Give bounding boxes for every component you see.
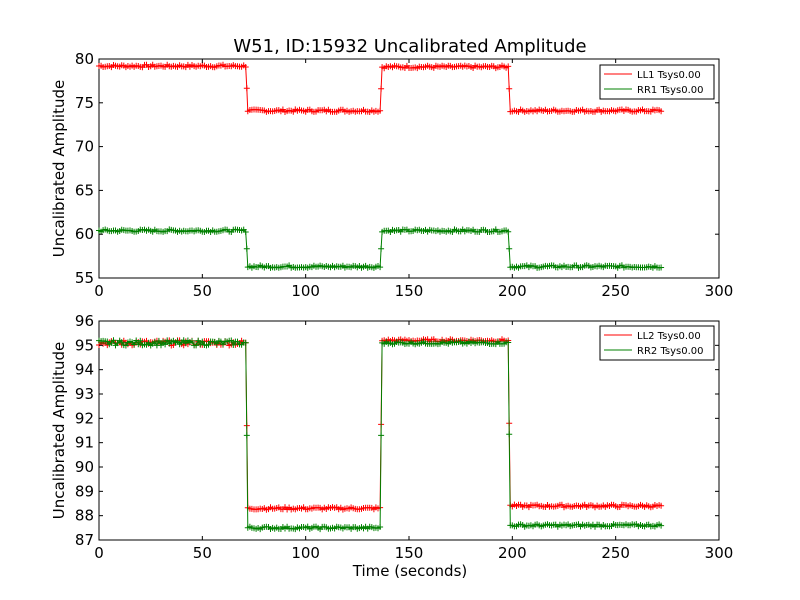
top-chart: W51, ID:15932 Uncalibrated Amplitude 0 50… [50,36,733,300]
data-point [377,107,384,114]
x-tick-label: 0 [94,282,104,300]
data-point [162,341,169,348]
data-point [243,85,250,92]
data-point [377,264,384,271]
data-point [189,338,195,345]
y-tick-label: 55 [75,269,94,287]
legend-label-rr1: RR1 Tsys0.00 [637,85,704,96]
x-tick-label: 250 [601,282,630,300]
y-axis-title: Uncalibrated Amplitude [50,80,68,257]
x-axis-ticks: 0 50 100 150 200 250 300 [94,321,733,562]
data-marks [96,61,665,271]
series-markers-2 [96,226,665,271]
series-markers-1 [96,61,665,115]
y-tick-label: 92 [75,409,94,427]
data-point [243,432,250,439]
data-point [658,108,665,115]
legend-box [599,64,715,100]
legend-label-ll2: LL2 Tsys0.00 [637,331,701,342]
y-tick-label: 89 [75,482,94,500]
data-point [155,337,162,344]
data-point [230,342,237,348]
x-tick-label: 0 [94,544,104,562]
y-tick-label: 96 [75,312,94,330]
data-point [137,337,144,344]
legend-label-rr2: RR2 Tsys0.00 [637,346,704,357]
x-tick-label: 300 [705,544,734,562]
x-axis-ticks: 0 50 100 150 200 250 300 [94,59,733,300]
x-tick-label: 250 [601,544,630,562]
y-axis-ticks: 55 60 65 70 75 80 [75,50,719,287]
data-point [378,432,385,439]
data-point [506,431,513,438]
data-point [378,85,385,92]
y-tick-label: 88 [75,507,94,525]
data-point [658,502,665,509]
y-tick-label: 65 [75,181,94,199]
data-point [158,342,164,349]
x-tick-label: 200 [498,544,527,562]
data-point [243,245,250,252]
data-point [228,337,235,344]
x-tick-label: 150 [395,282,424,300]
y-tick-label: 80 [75,50,94,68]
data-point [658,522,665,529]
data-point [242,229,249,235]
x-axis-title: Time (seconds) [352,562,468,580]
data-point [205,341,212,348]
legend: LL2 Tsys0.00 RR2 Tsys0.00 [599,325,715,361]
y-tick-label: 95 [75,336,94,354]
x-tick-label: 300 [705,282,734,300]
x-tick-label: 100 [291,282,320,300]
data-point [199,338,206,345]
data-point [377,524,384,530]
data-point [242,339,249,346]
data-point [110,337,117,344]
data-point [505,63,512,70]
data-point [195,337,202,344]
data-point [151,338,158,345]
series-markers-2 [96,337,665,533]
data-point [135,341,142,348]
legend-label-ll1: LL1 Tsys0.00 [637,70,701,81]
y-tick-label: 87 [75,531,94,549]
data-point [506,85,513,92]
x-tick-label: 50 [193,282,212,300]
x-tick-label: 50 [193,544,212,562]
y-tick-label: 90 [75,458,94,476]
y-tick-label: 60 [75,225,94,243]
data-point [174,338,181,345]
data-point [505,228,512,235]
chart-title: W51, ID:15932 Uncalibrated Amplitude [233,36,586,57]
y-axis-title: Uncalibrated Amplitude [50,342,68,519]
y-tick-label: 75 [75,94,94,112]
data-marks [96,336,665,533]
x-tick-label: 100 [291,544,320,562]
x-tick-label: 200 [498,282,527,300]
legend: LL1 Tsys0.00 RR1 Tsys0.00 [599,64,715,100]
x-tick-label: 150 [395,544,424,562]
data-point [193,342,200,349]
y-tick-label: 94 [75,361,94,379]
y-tick-label: 91 [75,434,94,452]
legend-box [599,325,715,361]
bottom-chart: 0 50 100 150 200 250 300 87888990919293949596 … [50,312,733,580]
data-point [164,337,171,344]
data-point [658,264,665,271]
data-point [506,245,513,252]
y-tick-label: 93 [75,385,94,403]
y-tick-label: 70 [75,138,94,156]
data-point [378,245,385,252]
data-point [242,64,249,70]
data-point [505,339,512,346]
y-axis-ticks: 87 88 89 90 91 92 93 94 95 96 [75,312,719,549]
